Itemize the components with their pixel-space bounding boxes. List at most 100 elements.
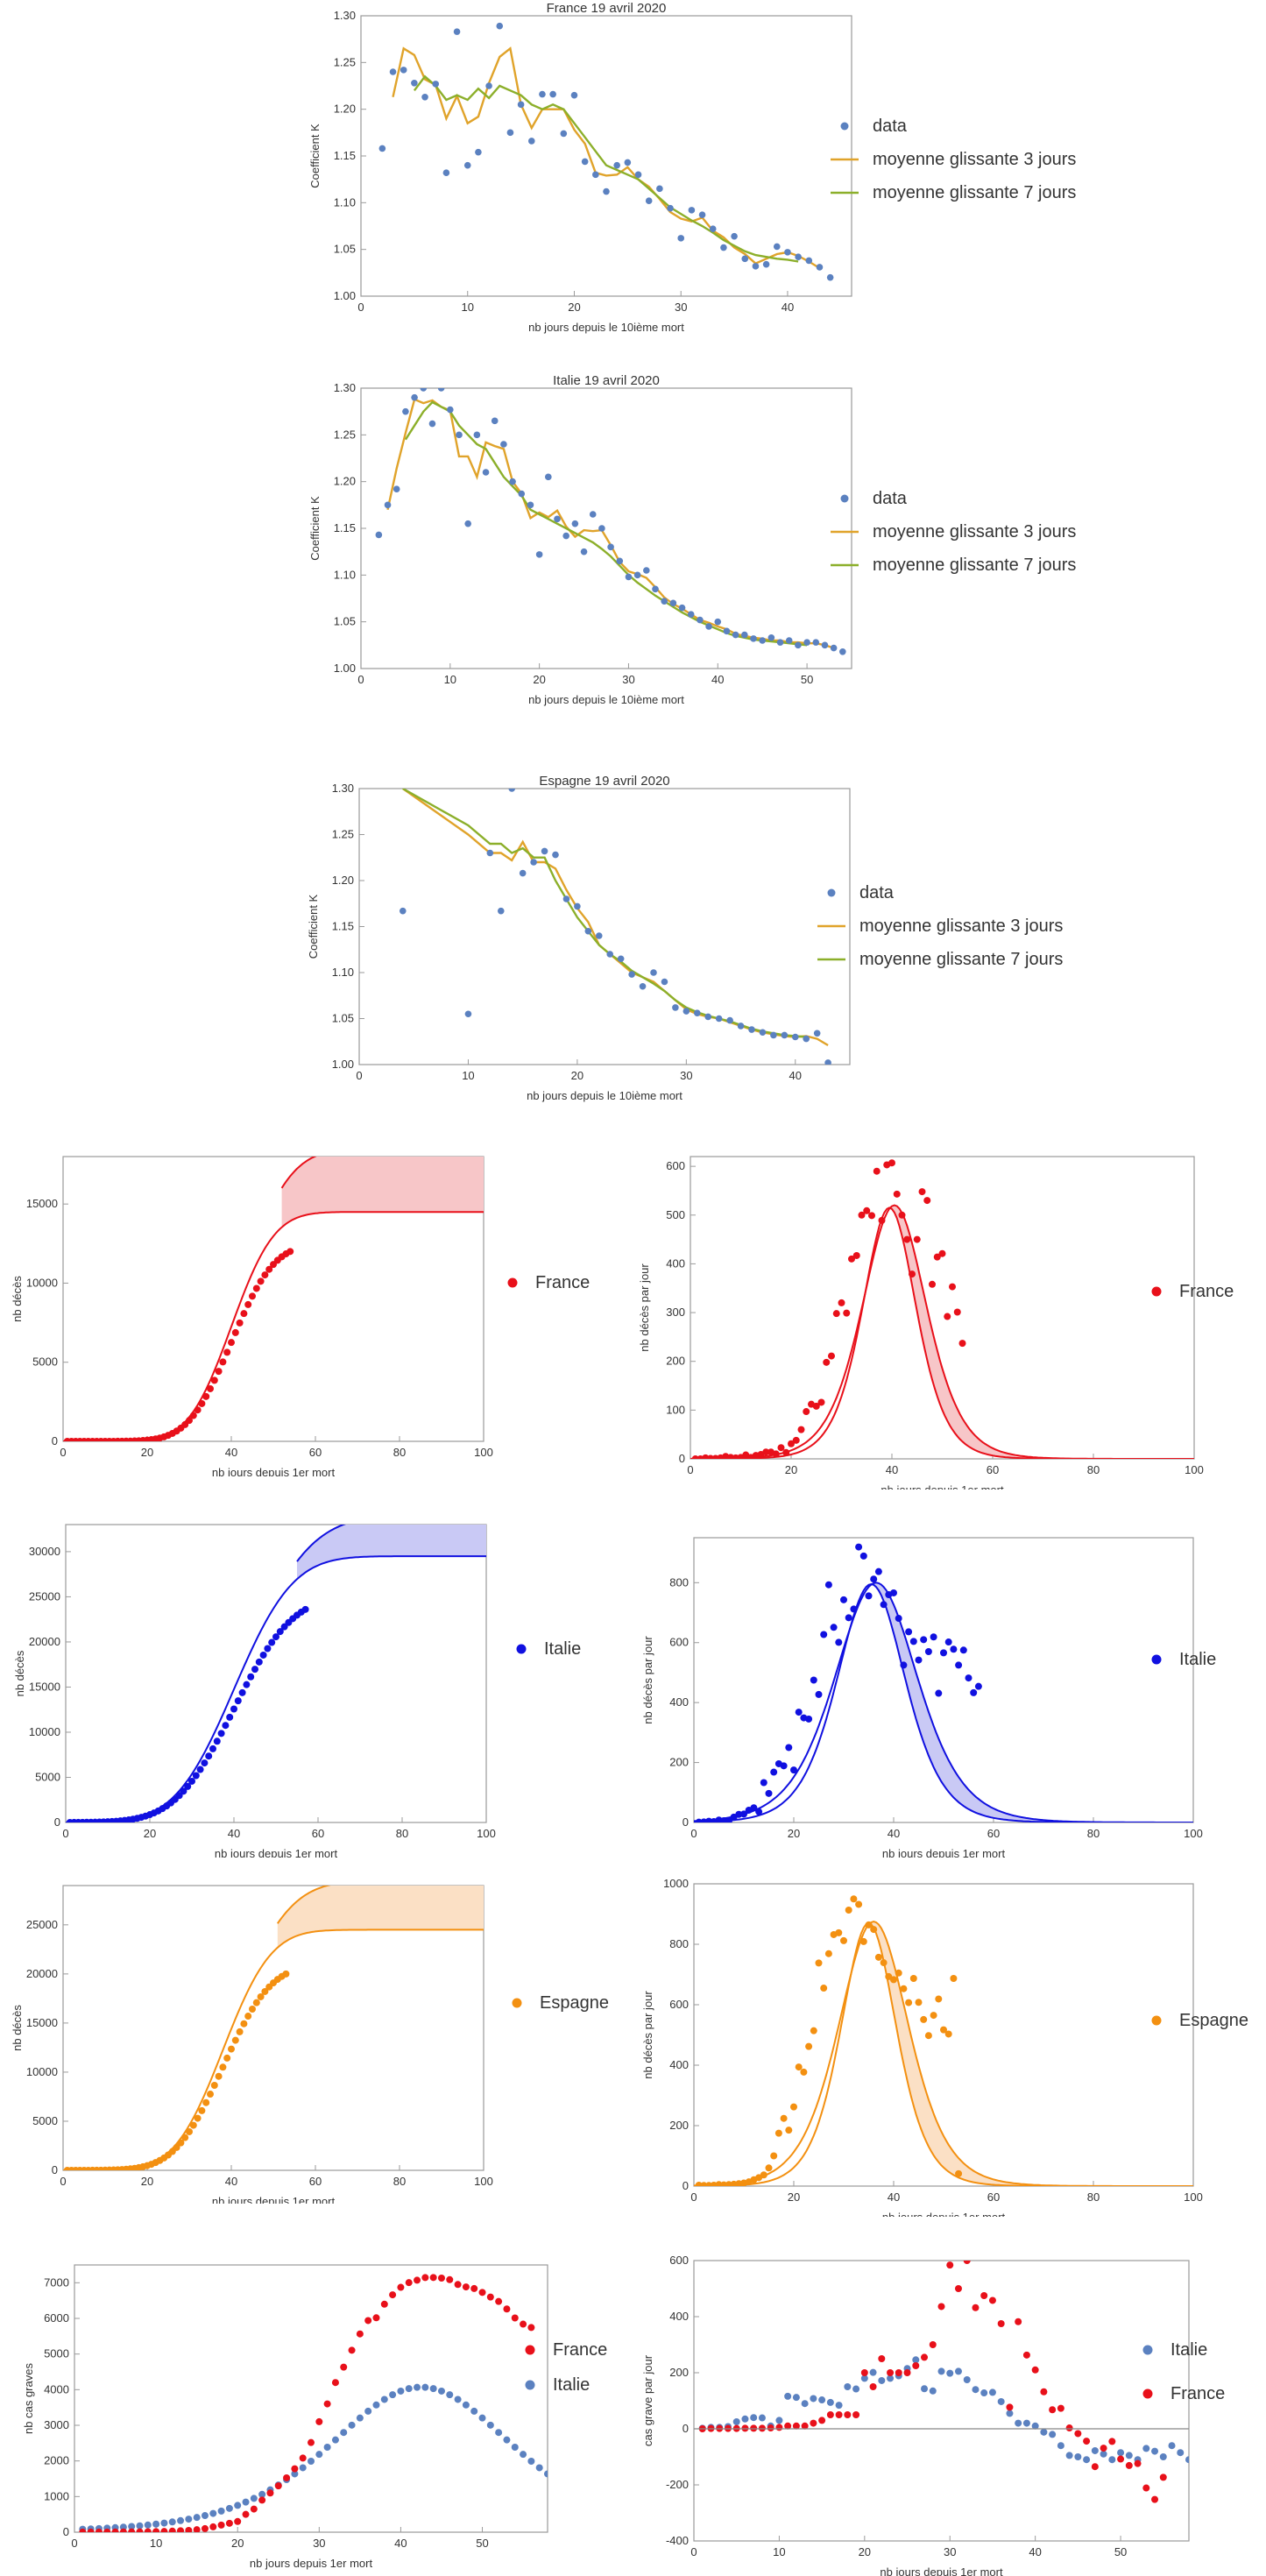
model-upper-line xyxy=(694,1921,1193,2186)
data-point xyxy=(723,627,731,635)
data-point xyxy=(656,185,663,193)
data-point xyxy=(791,1033,799,1041)
model-lower-line xyxy=(694,1582,1193,1822)
france-point xyxy=(1031,2366,1039,2374)
y-axis-label: nb décès xyxy=(11,2005,24,2051)
y-tick-label: 1.10 xyxy=(332,966,354,979)
x-tick-label: 20 xyxy=(533,673,545,686)
italie-point xyxy=(217,2507,225,2515)
france-point xyxy=(511,2314,519,2322)
x-tick-label: 60 xyxy=(987,1463,999,1476)
data-point xyxy=(755,1808,763,1815)
data-point xyxy=(192,1772,200,1780)
y-tick-label: 15000 xyxy=(26,2016,58,2029)
x-tick-label: 40 xyxy=(225,1446,237,1459)
italie-point xyxy=(454,2396,462,2403)
data-point xyxy=(595,932,603,939)
data-point xyxy=(938,1249,946,1257)
x-axis-label: nb jours depuis le 10ième mort xyxy=(528,693,684,706)
italie-point xyxy=(1177,2449,1185,2457)
x-tick-label: 0 xyxy=(687,1463,693,1476)
data-point xyxy=(639,982,647,990)
legend-marker xyxy=(827,888,836,897)
x-tick-label: 0 xyxy=(357,673,364,686)
france-point xyxy=(274,2482,282,2490)
x-tick-label: 40 xyxy=(888,2190,900,2204)
ma7-line xyxy=(402,789,807,1038)
data-point xyxy=(816,264,824,271)
data-point xyxy=(215,1368,223,1376)
y-tick-label: 1.00 xyxy=(334,662,356,675)
data-point xyxy=(830,644,838,652)
data-point xyxy=(560,130,568,138)
legend-label: moyenne glissante 7 jours xyxy=(859,950,1063,969)
data-point xyxy=(272,1633,279,1641)
data-point xyxy=(895,1969,902,1977)
italie-point xyxy=(1083,2456,1091,2464)
france-point xyxy=(323,2400,331,2408)
data-point xyxy=(704,1013,712,1021)
data-point xyxy=(222,1722,230,1730)
data-point xyxy=(661,978,668,986)
france-point xyxy=(1057,2404,1064,2412)
x-tick-label: 0 xyxy=(690,1827,697,1840)
data-point xyxy=(231,2036,239,2044)
data-point xyxy=(180,1787,187,1795)
italie-point xyxy=(758,2414,766,2422)
data-point xyxy=(384,501,392,509)
legend-label: moyenne glissante 3 jours xyxy=(859,916,1063,936)
italie-point xyxy=(315,2451,323,2459)
data-point xyxy=(880,1959,888,1967)
france-point xyxy=(1117,2455,1125,2463)
france-point xyxy=(234,2517,242,2525)
france-point xyxy=(887,2369,895,2376)
italie-point xyxy=(937,2367,945,2375)
data-point xyxy=(759,1029,767,1037)
data-point xyxy=(230,1705,237,1713)
france-point xyxy=(903,2369,911,2376)
data-point xyxy=(247,1673,255,1681)
italie-point xyxy=(495,2429,503,2437)
data-point xyxy=(228,1339,235,1347)
y-tick-label: 0 xyxy=(63,2525,69,2538)
y-tick-label: 1.30 xyxy=(334,381,356,394)
plot-area xyxy=(399,789,831,1065)
data-point xyxy=(205,1752,213,1760)
italie-point xyxy=(136,2522,144,2530)
legend-label: Italie xyxy=(1171,2340,1207,2360)
data-point xyxy=(709,225,717,233)
france-point xyxy=(437,2275,445,2282)
data-point xyxy=(950,1645,958,1653)
france-point xyxy=(250,2505,258,2513)
y-tick-label: 1.30 xyxy=(334,9,356,22)
italie-point xyxy=(160,2519,168,2527)
france-point xyxy=(520,2320,527,2328)
france-point xyxy=(869,2383,877,2390)
data-point xyxy=(530,859,537,866)
data-point xyxy=(527,138,535,145)
x-tick-label: 40 xyxy=(228,1827,240,1840)
data-point xyxy=(873,1167,881,1175)
data-point xyxy=(810,2027,817,2035)
data-point xyxy=(953,1308,961,1316)
data-point xyxy=(402,407,409,415)
data-point xyxy=(475,148,482,156)
plot-area xyxy=(698,2261,1189,2503)
france-point xyxy=(1108,2438,1116,2445)
italie-point xyxy=(1006,2410,1014,2417)
data-point xyxy=(603,188,610,195)
data-point xyxy=(693,1009,701,1016)
data-point xyxy=(824,1581,832,1589)
italie-point xyxy=(225,2504,233,2512)
y-tick-label: 30000 xyxy=(29,1545,60,1558)
confidence-band xyxy=(281,1157,484,1228)
data-point xyxy=(280,1623,288,1631)
x-axis-label: nb jours depuis 1er mort xyxy=(882,2211,1006,2217)
data-point xyxy=(785,637,793,644)
italie-point xyxy=(405,2385,413,2393)
data-point xyxy=(805,1715,813,1723)
italie-point xyxy=(869,2368,877,2376)
data-point xyxy=(581,158,589,166)
france-point xyxy=(283,2473,291,2481)
data-point xyxy=(880,1601,888,1609)
